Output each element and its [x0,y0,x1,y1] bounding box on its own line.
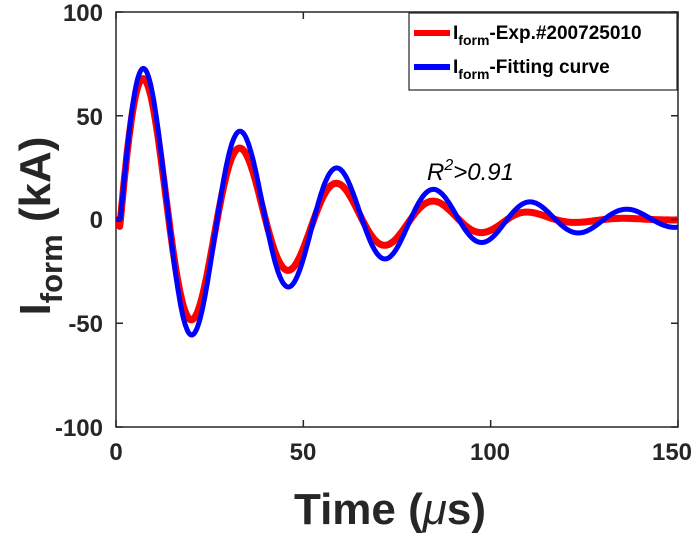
x-tick-label: 50 [290,439,317,466]
y-tick-label: 100 [63,0,103,27]
y-tick-label: 0 [90,207,103,234]
x-tick-label: 100 [470,439,510,466]
r-squared-annotation: R2>0.91 [427,157,514,186]
series-line-fit [116,65,678,338]
y-tick-label: -50 [68,311,103,338]
legend-box [408,12,678,91]
x-tick-label: 0 [109,439,122,466]
x-axis-label: Time (μs) [294,485,486,534]
y-axis-label: Iform (kA) [11,137,69,316]
y-tick-label: 50 [76,104,103,131]
legend: Iform-Exp.#200725010 Iform-Fitting curve [408,12,678,91]
legend-label-fit: Iform-Fitting curve [453,57,610,82]
legend-label-experiment: Iform-Exp.#200725010 [453,23,642,48]
x-tick-label: 150 [652,439,692,466]
y-tick-label: -100 [55,415,103,442]
